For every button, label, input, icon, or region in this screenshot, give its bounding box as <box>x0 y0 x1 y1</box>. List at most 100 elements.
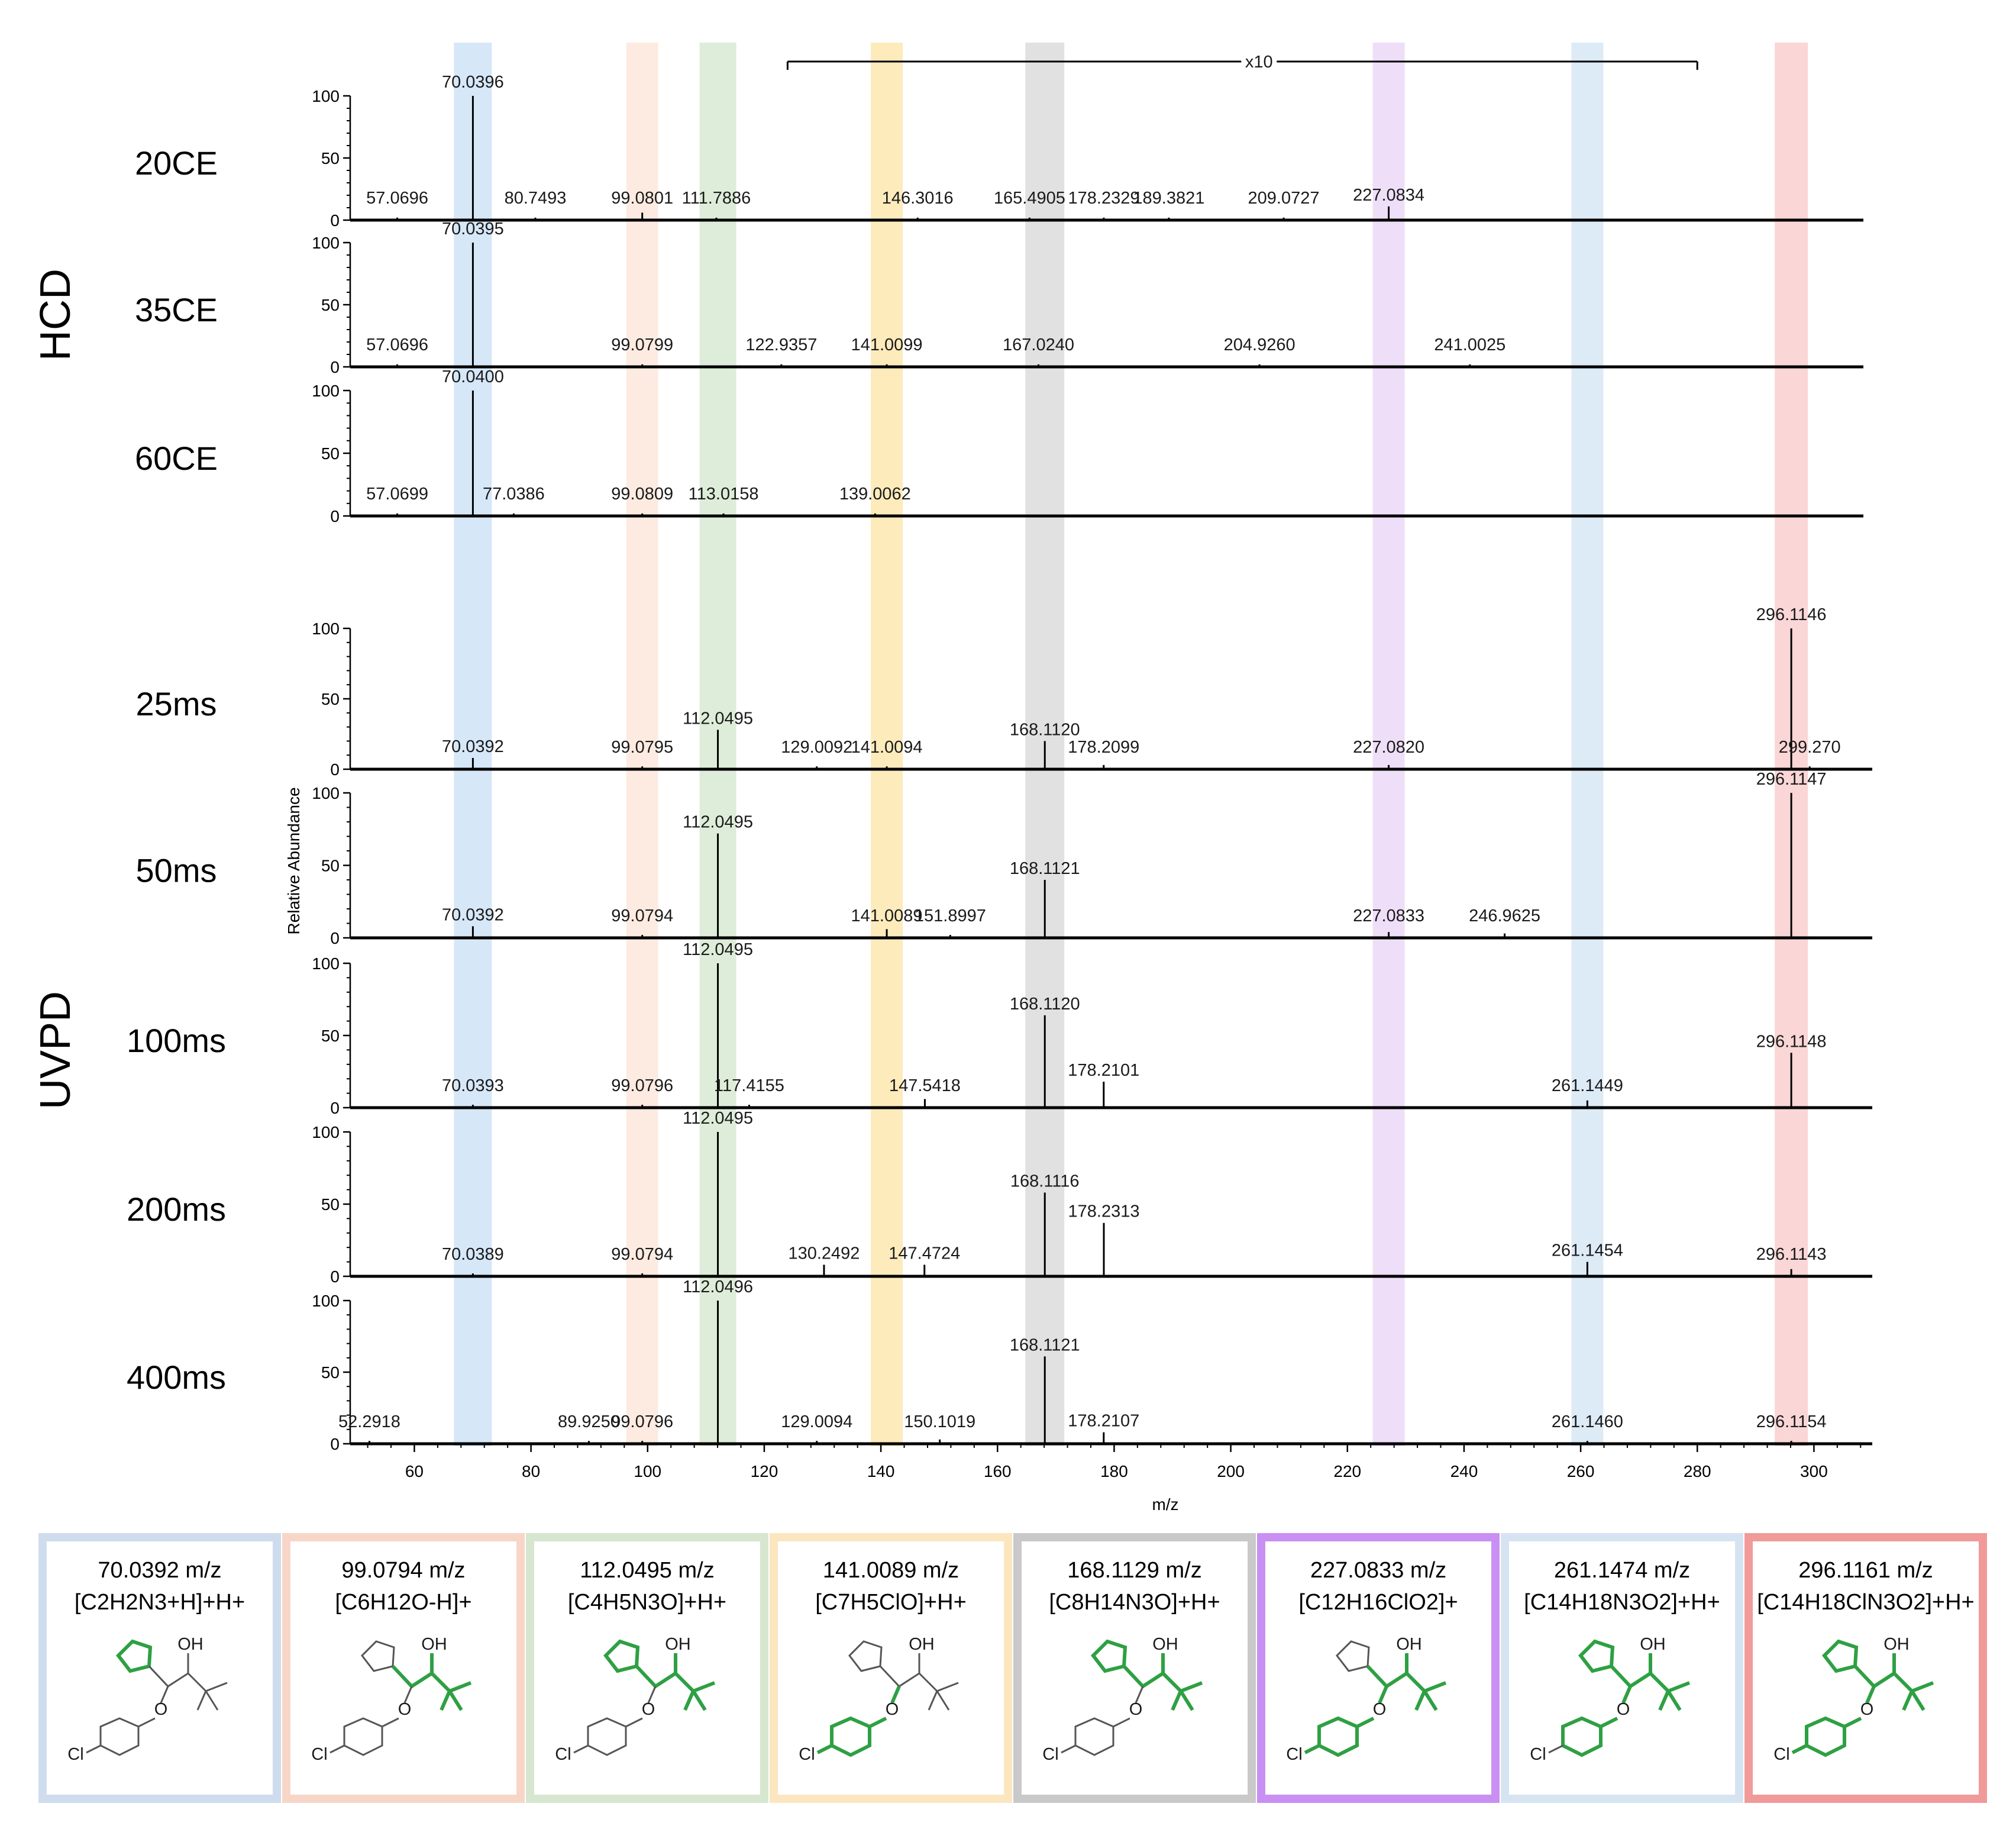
peak-label-299.270: 299.270 <box>1779 738 1841 757</box>
ether-o-label: O <box>1617 1700 1630 1719</box>
y-tick-label: 50 <box>321 1363 340 1382</box>
fragment-card-border <box>1013 1533 1256 1803</box>
highlight-band <box>626 43 658 1446</box>
group-label-UVPD: UVPD <box>32 991 79 1109</box>
ether-bond <box>403 1686 413 1704</box>
oh-label: OH <box>665 1635 691 1654</box>
cl-label: Cl <box>1530 1745 1546 1764</box>
x-tick-label-280: 280 <box>1684 1462 1711 1480</box>
triazole-ring <box>603 1639 640 1673</box>
panel-label-400ms: 400ms <box>127 1359 226 1396</box>
zoom-label: x10 <box>1245 53 1273 72</box>
peak-label-178.2313: 178.2313 <box>1068 1202 1140 1221</box>
peak-label-122.9357: 122.9357 <box>745 335 817 354</box>
peak-label-296.1148: 296.1148 <box>1756 1032 1827 1051</box>
cl-bond <box>329 1744 345 1754</box>
peak-label-178.2101: 178.2101 <box>1068 1061 1139 1080</box>
molecule-structure: OH O Cl <box>1286 1635 1447 1764</box>
triazole-ring <box>1578 1639 1615 1673</box>
y-tick-label: 0 <box>330 1435 340 1453</box>
fragment-mz: 296.1161 m/z <box>1798 1558 1933 1583</box>
y-tick-label: 0 <box>330 929 340 947</box>
fragment-mz: 168.1129 m/z <box>1067 1558 1201 1583</box>
peak-label-99.0799: 99.0799 <box>611 335 673 354</box>
triazole-ring <box>116 1639 153 1673</box>
fragment-card: 141.0089 m/z [C7H5ClO]+H+ OH O Cl <box>770 1533 1012 1803</box>
x-tick-label-120: 120 <box>751 1462 778 1480</box>
peak-label-70.0395: 70.0395 <box>442 220 504 238</box>
fragment-mz: 70.0392 m/z <box>98 1558 221 1583</box>
tbutyl-group <box>1649 1653 1691 1711</box>
peak-label-70.0396: 70.0396 <box>442 73 504 92</box>
peak-label-168.1120: 168.1120 <box>1010 720 1080 739</box>
molecule-structure: OH O Cl <box>1042 1635 1203 1764</box>
ether-o-label: O <box>642 1700 655 1719</box>
peak-label-112.0495: 112.0495 <box>683 813 753 832</box>
ether-bond <box>647 1686 657 1704</box>
oh-label: OH <box>1640 1635 1666 1654</box>
fragment-card-border <box>526 1533 768 1803</box>
peak-label-141.0089: 141.0089 <box>851 906 923 925</box>
group-label-HCD: HCD <box>32 269 79 361</box>
ether-bond <box>1865 1685 1876 1704</box>
ether-o-label: O <box>886 1700 899 1719</box>
peak-label-113.0158: 113.0158 <box>689 485 759 504</box>
panel-label-35CE: 35CE <box>135 291 218 328</box>
fragment-card-border <box>38 1533 281 1803</box>
y-tick-label: 0 <box>330 507 340 525</box>
peak-label-296.1147: 296.1147 <box>1756 770 1827 789</box>
core-chain <box>635 1664 695 1693</box>
peak-label-111.7886: 111.7886 <box>682 189 751 208</box>
peak-label-70.0392: 70.0392 <box>442 737 504 756</box>
x-tick-label-160: 160 <box>984 1462 1012 1480</box>
y-tick-label: 100 <box>312 234 340 252</box>
core-chain <box>1853 1664 1914 1693</box>
zoom-label-bg <box>1241 53 1277 70</box>
core-chain <box>391 1664 451 1693</box>
oh-label: OH <box>909 1635 935 1654</box>
core-chain <box>1122 1664 1183 1693</box>
fragment-card-border <box>282 1533 525 1803</box>
molecule-structure: OH O Cl <box>1773 1635 1934 1764</box>
x-tick-label-140: 140 <box>867 1462 895 1480</box>
peak-label-112.0495: 112.0495 <box>683 940 753 959</box>
phenyl-ring <box>1074 1717 1130 1756</box>
panel-label-100ms: 100ms <box>127 1022 226 1059</box>
peak-label-178.2329: 178.2329 <box>1068 189 1140 208</box>
fragment-card: 296.1161 m/z [C14H18ClN3O2]+H+ OH O Cl <box>1744 1533 1987 1803</box>
peak-label-112.0495: 112.0495 <box>683 1109 753 1128</box>
y-tick-label: 100 <box>312 784 340 802</box>
phenyl-ring <box>1317 1716 1375 1757</box>
y-tick-label: 50 <box>321 1027 340 1045</box>
peak-label-261.1449: 261.1449 <box>1552 1076 1623 1095</box>
fragment-card-border <box>1257 1533 1500 1803</box>
panel-labels: 20CE 35CE 60CE 25ms 50ms 100ms 200ms 400ms HCD UV… <box>32 144 226 1396</box>
molecule-structure: OH O Cl <box>1530 1635 1691 1764</box>
fragment-formula: [C7H5ClO]+H+ <box>815 1590 967 1615</box>
peak-label-204.9260: 204.9260 <box>1224 335 1295 354</box>
ether-bond <box>1135 1686 1144 1704</box>
y-tick-label: 50 <box>321 149 340 167</box>
tbutyl-group <box>1161 1653 1203 1711</box>
cl-bond <box>1791 1744 1808 1754</box>
peak-label-165.4905: 165.4905 <box>994 189 1065 208</box>
peak-label-261.1460: 261.1460 <box>1552 1412 1623 1431</box>
phenyl-ring <box>587 1717 643 1756</box>
tbutyl-group <box>430 1653 472 1711</box>
triazole-ring <box>1091 1639 1127 1673</box>
fragment-mz: 112.0495 m/z <box>580 1558 714 1583</box>
cl-bond <box>1548 1744 1563 1754</box>
y-tick-label: 50 <box>321 296 340 314</box>
peak-label-178.2107: 178.2107 <box>1068 1412 1139 1431</box>
oh-label: OH <box>1883 1635 1910 1654</box>
panel-label-50ms: 50ms <box>136 852 217 889</box>
tbutyl-group <box>1892 1653 1934 1711</box>
phenyl-ring <box>343 1717 399 1756</box>
peak-label-57.0696: 57.0696 <box>366 189 428 208</box>
cl-label: Cl <box>67 1745 83 1764</box>
core-chain <box>879 1665 938 1692</box>
tbutyl-group <box>1405 1653 1447 1711</box>
peak-label-209.0727: 209.0727 <box>1248 189 1320 208</box>
tbutyl-group <box>187 1653 228 1711</box>
